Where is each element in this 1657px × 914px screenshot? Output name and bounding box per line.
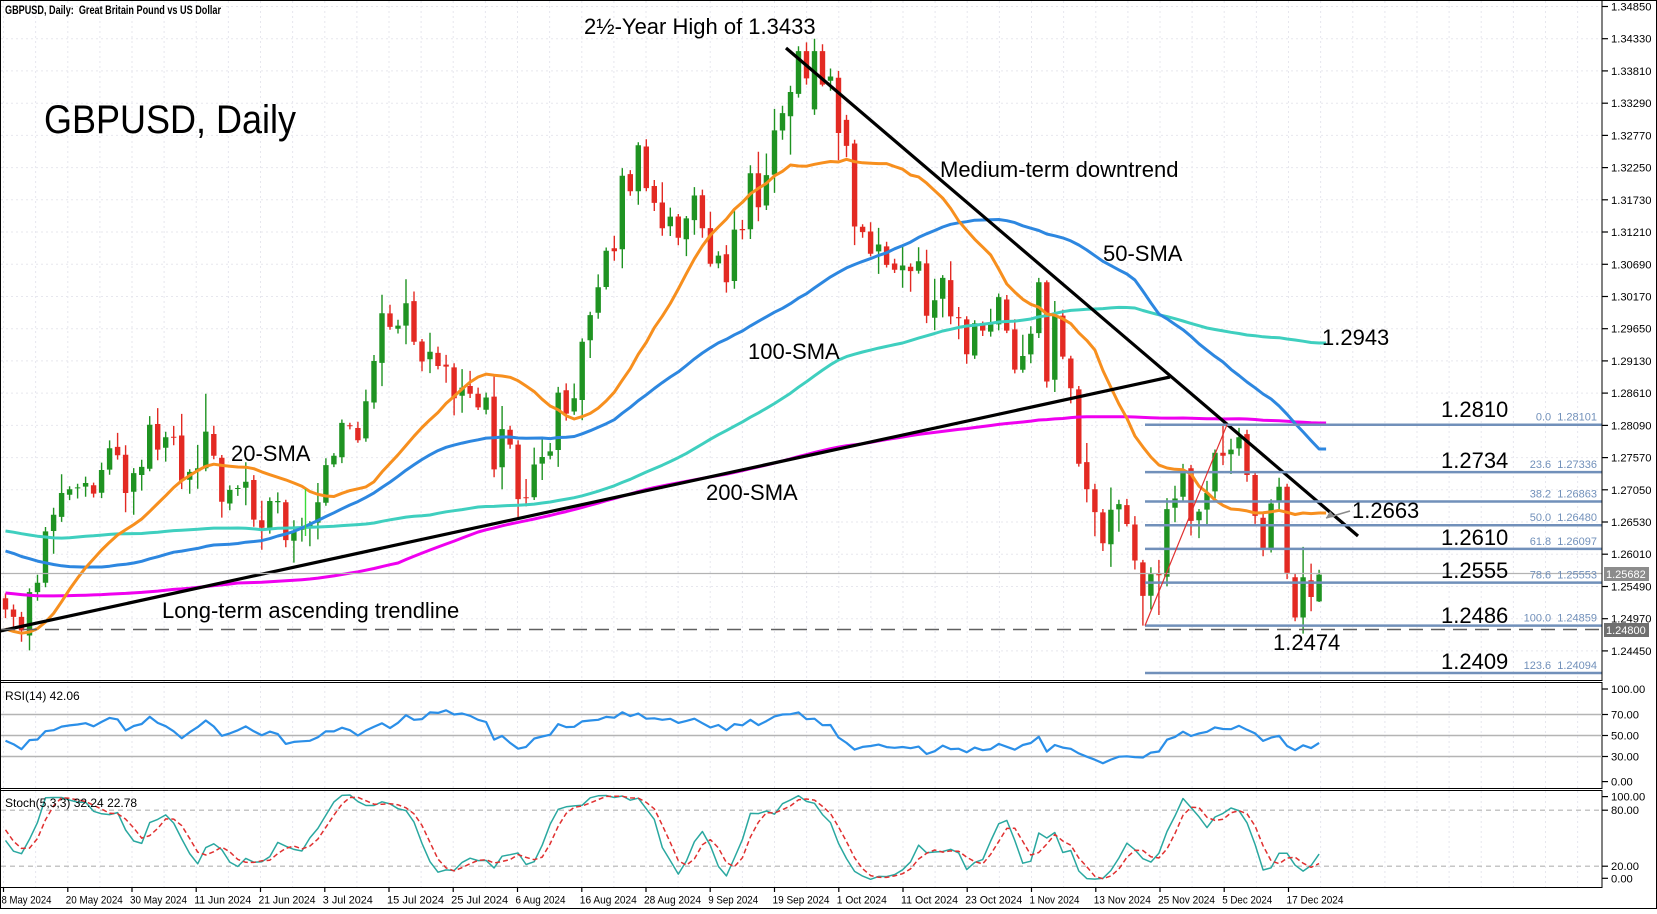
- svg-text:19 Sep 2024: 19 Sep 2024: [773, 895, 830, 907]
- svg-text:25 Jul 2024: 25 Jul 2024: [451, 895, 508, 907]
- svg-text:23.6 1.27336: 23.6 1.27336: [1530, 459, 1597, 471]
- svg-text:50.00: 50.00: [1611, 731, 1639, 743]
- svg-text:17 Dec 2024: 17 Dec 2024: [1287, 895, 1344, 907]
- svg-text:100-SMA: 100-SMA: [748, 339, 840, 364]
- svg-text:1.2610: 1.2610: [1441, 525, 1508, 550]
- svg-text:8 May 2024: 8 May 2024: [2, 895, 52, 907]
- svg-text:1.2810: 1.2810: [1441, 397, 1508, 422]
- svg-text:3 Jul 2024: 3 Jul 2024: [323, 895, 373, 907]
- svg-text:Medium-term downtrend: Medium-term downtrend: [940, 157, 1178, 182]
- svg-text:1.2663: 1.2663: [1352, 498, 1419, 523]
- svg-text:23 Oct 2024: 23 Oct 2024: [965, 895, 1022, 907]
- svg-text:28 Aug 2024: 28 Aug 2024: [644, 895, 701, 907]
- svg-text:1.2555: 1.2555: [1441, 558, 1508, 583]
- svg-text:70.00: 70.00: [1611, 710, 1639, 722]
- svg-text:123.6 1.24094: 123.6 1.24094: [1524, 660, 1597, 672]
- svg-text:RSI(14) 42.06: RSI(14) 42.06: [5, 689, 80, 703]
- svg-text:11 Jun 2024: 11 Jun 2024: [194, 895, 251, 907]
- svg-text:1.34850: 1.34850: [1611, 2, 1651, 14]
- svg-text:GBPUSD, Daily: Great Britain: GBPUSD, Daily: Great Britain Pound vs US…: [5, 5, 221, 17]
- svg-text:1.33290: 1.33290: [1611, 98, 1651, 110]
- svg-text:50.0 1.26480: 50.0 1.26480: [1530, 512, 1597, 524]
- svg-text:38.2 1.26863: 38.2 1.26863: [1530, 489, 1597, 501]
- svg-text:100.0 1.24859: 100.0 1.24859: [1524, 613, 1597, 625]
- svg-text:1.28610: 1.28610: [1611, 388, 1651, 400]
- svg-text:5 Dec 2024: 5 Dec 2024: [1222, 895, 1272, 907]
- svg-text:1.2409: 1.2409: [1441, 649, 1508, 674]
- svg-text:1.29650: 1.29650: [1611, 324, 1651, 336]
- svg-text:100.00: 100.00: [1611, 684, 1645, 696]
- svg-text:1.33810: 1.33810: [1611, 66, 1651, 78]
- svg-text:1.25682: 1.25682: [1606, 569, 1646, 581]
- svg-text:9 Sep 2024: 9 Sep 2024: [708, 895, 758, 907]
- svg-text:1.32250: 1.32250: [1611, 163, 1651, 175]
- svg-text:1.30170: 1.30170: [1611, 292, 1651, 304]
- svg-text:15 Jul 2024: 15 Jul 2024: [387, 895, 444, 907]
- svg-text:1.2734: 1.2734: [1441, 448, 1508, 473]
- svg-text:6 Aug 2024: 6 Aug 2024: [516, 895, 566, 907]
- svg-text:1.31730: 1.31730: [1611, 195, 1651, 207]
- svg-text:1.27570: 1.27570: [1611, 453, 1651, 465]
- svg-text:0.0 1.28101: 0.0 1.28101: [1536, 412, 1597, 424]
- svg-text:78.6 1.25553: 78.6 1.25553: [1530, 570, 1597, 582]
- svg-text:1.2474: 1.2474: [1273, 630, 1340, 655]
- svg-text:1 Nov 2024: 1 Nov 2024: [1030, 895, 1080, 907]
- svg-text:Long-term ascending trendline: Long-term ascending trendline: [162, 598, 459, 623]
- svg-text:20-SMA: 20-SMA: [231, 441, 311, 466]
- svg-text:1.2486: 1.2486: [1441, 603, 1508, 628]
- svg-text:1.31210: 1.31210: [1611, 227, 1651, 239]
- svg-text:1.34330: 1.34330: [1611, 34, 1651, 46]
- svg-text:16 Aug 2024: 16 Aug 2024: [580, 895, 637, 907]
- svg-text:GBPUSD, Daily: GBPUSD, Daily: [44, 98, 296, 142]
- svg-text:100.00: 100.00: [1611, 792, 1645, 804]
- svg-text:200-SMA: 200-SMA: [706, 480, 798, 505]
- svg-text:20.00: 20.00: [1611, 861, 1639, 873]
- svg-text:1.24970: 1.24970: [1611, 614, 1651, 626]
- svg-text:Stoch(5,3,3) 32.24 22.78: Stoch(5,3,3) 32.24 22.78: [5, 796, 137, 810]
- svg-text:61.8 1.26097: 61.8 1.26097: [1530, 536, 1597, 548]
- svg-text:20 May 2024: 20 May 2024: [66, 895, 123, 907]
- svg-text:30.00: 30.00: [1611, 752, 1639, 764]
- svg-text:13 Nov 2024: 13 Nov 2024: [1094, 895, 1151, 907]
- svg-text:1.30690: 1.30690: [1611, 259, 1651, 271]
- svg-text:50-SMA: 50-SMA: [1103, 241, 1183, 266]
- svg-text:0.00: 0.00: [1611, 777, 1633, 789]
- svg-text:1.26010: 1.26010: [1611, 549, 1651, 561]
- svg-text:0.00: 0.00: [1611, 873, 1633, 885]
- svg-text:1.2943: 1.2943: [1322, 325, 1389, 350]
- svg-text:1 Oct 2024: 1 Oct 2024: [837, 895, 887, 907]
- svg-text:1.26530: 1.26530: [1611, 517, 1651, 529]
- svg-text:21 Jun 2024: 21 Jun 2024: [259, 895, 316, 907]
- svg-text:1.28090: 1.28090: [1611, 420, 1651, 432]
- svg-text:1.29130: 1.29130: [1611, 356, 1651, 368]
- svg-text:80.00: 80.00: [1611, 805, 1639, 817]
- svg-text:1.25490: 1.25490: [1611, 582, 1651, 594]
- svg-text:2½-Year High of 1.3433: 2½-Year High of 1.3433: [584, 14, 816, 39]
- svg-text:25 Nov 2024: 25 Nov 2024: [1158, 895, 1215, 907]
- svg-text:1.24800: 1.24800: [1606, 625, 1646, 637]
- svg-text:11 Oct 2024: 11 Oct 2024: [901, 895, 958, 907]
- svg-text:1.24450: 1.24450: [1611, 646, 1651, 658]
- svg-text:30 May 2024: 30 May 2024: [130, 895, 187, 907]
- svg-text:1.27050: 1.27050: [1611, 485, 1651, 497]
- svg-text:1.32770: 1.32770: [1611, 130, 1651, 142]
